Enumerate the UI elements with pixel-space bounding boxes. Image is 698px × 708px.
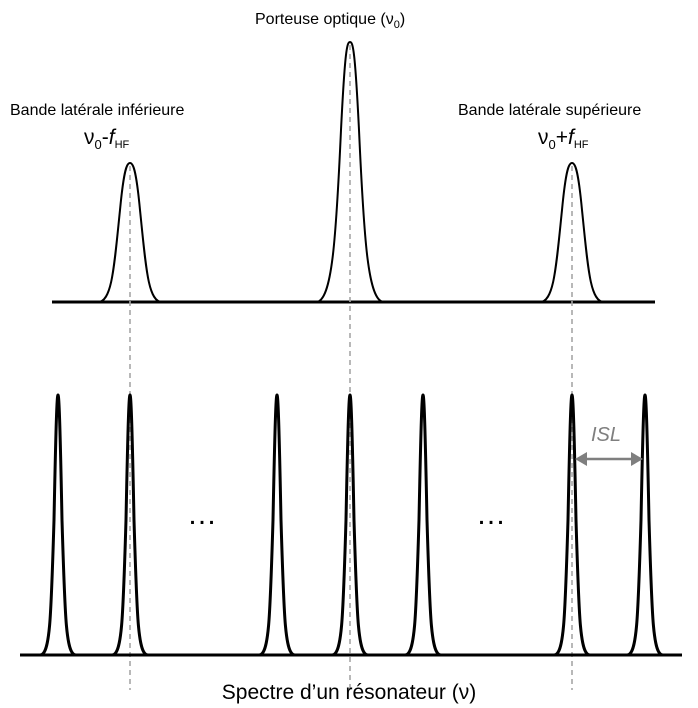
lower-sideband-peak <box>97 161 163 303</box>
modulated-spectrum <box>52 40 655 304</box>
alignment-guides <box>129 45 573 690</box>
upper-band-frequency: ν0+fHF <box>538 126 589 152</box>
resonator-mode <box>111 393 149 657</box>
resonator-mode <box>331 393 369 657</box>
diagram-caption: Spectre d’un résonateur (ν) <box>222 681 476 704</box>
resonator-modes <box>39 393 664 657</box>
resonator-mode <box>626 393 664 657</box>
lower-band-label: Bande latérale inférieure <box>10 102 184 119</box>
resonator-mode <box>258 393 296 657</box>
carrier-label: Porteuse optique (ν0) <box>255 11 405 31</box>
ellipsis-left: … <box>187 498 219 531</box>
ellipsis-right: … <box>476 498 508 531</box>
arrowhead-left-icon <box>575 452 587 466</box>
isl-label: ISL <box>591 424 621 446</box>
isl-arrow <box>575 452 643 466</box>
upper-band-label: Bande latérale supérieure <box>458 102 641 119</box>
resonator-mode <box>404 393 442 657</box>
arrowhead-right-icon <box>631 452 643 466</box>
resonator-mode <box>553 393 591 657</box>
resonator-mode <box>39 393 77 657</box>
carrier-peak <box>315 40 385 303</box>
lower-band-frequency: ν0-fHF <box>84 126 130 152</box>
upper-sideband-peak <box>539 161 605 303</box>
